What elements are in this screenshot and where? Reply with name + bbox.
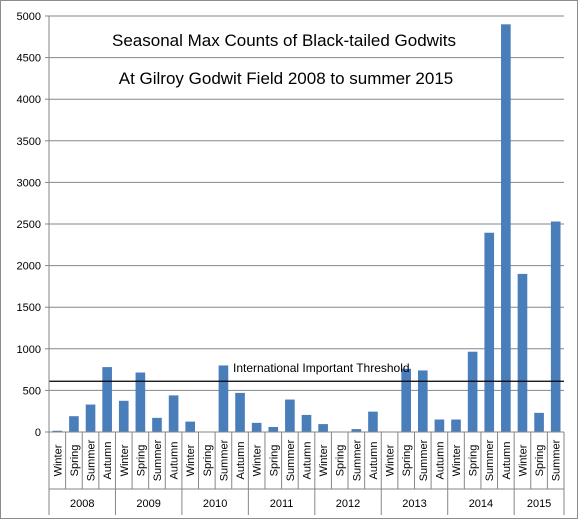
bar <box>118 400 129 432</box>
y-tick-label: 3500 <box>17 136 41 148</box>
y-tick-label: 4500 <box>17 53 41 65</box>
bar <box>135 372 146 432</box>
bar <box>534 412 544 432</box>
bar <box>484 232 495 432</box>
bar <box>251 422 262 432</box>
season-label: Autumn <box>102 442 114 480</box>
bar <box>152 417 162 432</box>
year-label: 2012 <box>336 498 360 510</box>
year-label: 2008 <box>70 498 94 510</box>
season-label: Spring <box>401 445 413 477</box>
gridlines <box>49 15 564 391</box>
x-axis-categories: Winter Spring Summer Autumn Winter Spring Summ… <box>48 432 565 515</box>
season-label: Winter <box>52 444 64 476</box>
bar <box>301 414 312 432</box>
y-tick-label: 1500 <box>17 302 41 314</box>
y-tick-label: 2000 <box>17 261 41 273</box>
bar <box>268 427 279 432</box>
y-tick-label: 1000 <box>17 344 41 356</box>
season-label: Winter <box>119 444 131 476</box>
season-label: Winter <box>517 444 529 476</box>
bar <box>285 399 295 432</box>
year-label: 2009 <box>136 498 160 510</box>
threshold-label: International Important Threshold <box>233 361 410 375</box>
season-label: Summer <box>86 439 98 481</box>
y-tick-label: 5000 <box>17 11 41 23</box>
bar <box>235 392 245 432</box>
season-label: Winter <box>385 444 397 476</box>
bar <box>318 424 328 432</box>
season-label: Spring <box>335 445 347 477</box>
threshold: International Important Threshold <box>49 361 564 382</box>
bar <box>417 370 428 432</box>
y-tick-label: 4000 <box>17 94 41 106</box>
y-axis-ticks: 0 500 1000 1500 2000 2500 3000 3500 4000 4500 5000 <box>17 11 49 439</box>
bar <box>401 368 411 432</box>
chart-title: Seasonal Max Counts of Black-tailed Godw… <box>112 31 456 50</box>
season-label: Spring <box>135 445 147 477</box>
season-label: Spring <box>69 445 81 477</box>
season-label: Summer <box>484 439 496 481</box>
bars <box>52 24 561 432</box>
season-label: Summer <box>285 439 297 481</box>
season-label: Autumn <box>434 442 446 480</box>
y-tick-label: 2500 <box>17 219 41 231</box>
y-tick-label: 500 <box>23 385 41 397</box>
year-label: 2014 <box>469 498 493 510</box>
bar <box>451 419 461 432</box>
season-label: Spring <box>468 445 480 477</box>
bar <box>501 24 511 432</box>
season-label: Winter <box>185 444 197 476</box>
chart-subtitle: At Gilroy Godwit Field 2008 to summer 20… <box>119 69 453 88</box>
bar <box>69 416 79 432</box>
season-label: Spring <box>202 445 214 477</box>
year-label: 2010 <box>203 498 227 510</box>
bar <box>550 221 561 432</box>
year-label: 2015 <box>527 498 551 510</box>
season-label: Autumn <box>169 442 181 480</box>
bar <box>218 365 229 432</box>
bar <box>168 395 179 432</box>
season-label: Summer <box>218 439 230 481</box>
season-label: Autumn <box>302 442 314 480</box>
season-label: Winter <box>252 444 264 476</box>
season-label: Autumn <box>235 442 247 480</box>
year-label: 2013 <box>402 498 426 510</box>
bar <box>185 421 196 432</box>
season-label: Autumn <box>501 442 513 480</box>
season-label: Autumn <box>368 442 380 480</box>
bar <box>517 273 528 432</box>
bar <box>467 351 478 432</box>
bar <box>102 367 112 432</box>
bar <box>52 430 63 432</box>
season-label: Summer <box>351 439 363 481</box>
y-tick-label: 3000 <box>17 177 41 189</box>
season-label: Summer <box>152 439 164 481</box>
bar <box>351 429 362 432</box>
bar <box>85 404 96 432</box>
y-tick-label: 0 <box>35 427 41 439</box>
season-label: Winter <box>451 444 463 476</box>
bar <box>434 419 445 432</box>
season-label: Spring <box>534 445 546 477</box>
season-label: Winter <box>318 444 330 476</box>
season-label: Summer <box>418 439 430 481</box>
year-label: 2011 <box>270 498 294 510</box>
bar <box>368 411 378 432</box>
season-label: Summer <box>551 439 563 481</box>
season-label: Spring <box>268 445 280 477</box>
